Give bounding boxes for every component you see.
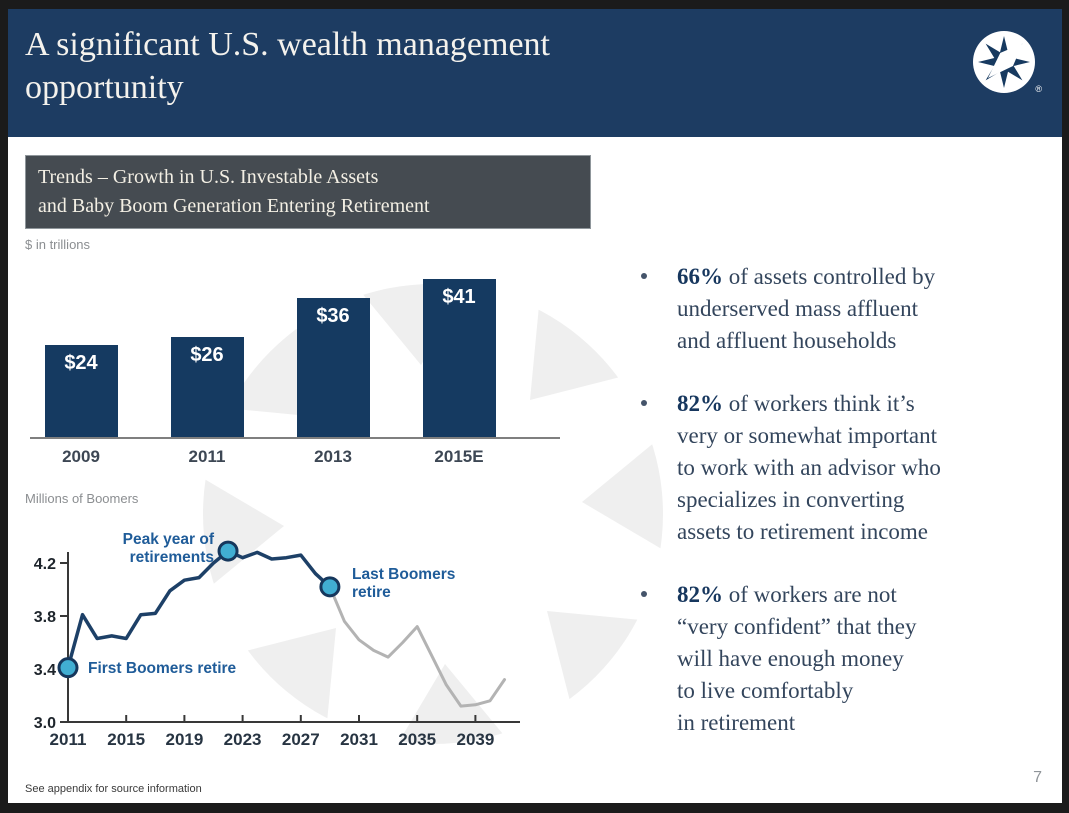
registered-mark: ® [1035,84,1042,94]
source-note: See appendix for source information [25,783,202,795]
bar-value-label: $36 [316,305,350,327]
x-tick-label: 2039 [456,730,494,749]
slide: A significant U.S. wealth management opp… [8,9,1062,803]
bar-category-label: 2009 [62,447,100,466]
x-tick-label: 2023 [224,730,262,749]
bar-slot: $24 [18,345,144,437]
series-line-projection [328,585,506,708]
bar-category-label: 2015E [434,447,484,466]
bullet-dot [641,591,647,597]
bullet-item-2: 82% of workers think it’s very or somewh… [635,388,1039,548]
annotation-label: Peak year of retirements [123,531,215,566]
page-title: A significant U.S. wealth management opp… [25,26,550,106]
bar-2015E: $41 [422,279,496,437]
bullet-dot [641,400,647,406]
bullet-dot [641,273,647,279]
bar-chart-axis [30,437,560,439]
trends-title-box: Trends – Growth in U.S. Investable Asset… [25,155,591,229]
bar-category-label: 2011 [188,447,226,466]
bullet-item-1: 66% of assets controlled by underserved … [635,261,1039,357]
bar-slot: $41 [396,279,522,437]
bullet-item-3: 82% of workers are not “very confident” … [635,579,1039,739]
x-tick-label: 2015 [107,730,145,749]
bar-2011: $26 [170,337,244,437]
line-chart: 3.0 3.4 3.8 4.2 2011 2015 2019 2023 2027 2031 2035… [34,531,520,749]
ameriprise-logo: ® [972,30,1042,94]
event-marker [319,576,341,598]
x-tick-label: 2019 [165,730,203,749]
bar-2013: $36 [296,298,370,437]
bar-value-label: $41 [442,286,476,308]
bullets-list: 66% of assets controlled by underserved … [635,261,1039,770]
bar-chart-unit-label: $ in trillions [25,237,91,252]
y-tick-label: 3.0 [34,715,56,732]
annotation-label: First Boomers retire [88,660,237,677]
y-tick-label: 3.8 [34,609,56,626]
y-tick-label: 3.4 [34,662,56,679]
trends-title: Trends – Growth in U.S. Investable Asset… [38,166,430,217]
bullet-stat: 82% [677,582,723,607]
bar-year-labels: 2009 2011 2013 2015E [18,447,522,467]
annotation-label: Last Boomers retire [352,566,455,601]
x-tick-label: 2011 [50,730,87,749]
bar-value-label: $24 [64,352,98,374]
bar-value-label: $26 [190,344,224,366]
bar-category-label: 2013 [314,447,352,466]
event-marker [217,540,239,562]
event-marker [57,657,79,679]
x-tick-label: 2035 [398,730,436,749]
x-tick-label: 2027 [282,730,320,749]
bars-row: $24 $26 $36 $41 [18,264,522,437]
bar-slot: $36 [270,298,396,437]
page-number: 7 [1033,769,1042,786]
x-tick-label: 2031 [340,730,378,749]
compass-star-icon [973,31,1035,93]
bullet-stat: 82% [677,391,723,416]
bullet-stat: 66% [677,264,723,289]
series-line-actual [66,549,332,670]
y-tick-label: 4.2 [34,556,56,573]
bar-2009: $24 [44,345,118,437]
bar-slot: $26 [144,337,270,437]
header-band: A significant U.S. wealth management opp… [8,9,1062,137]
